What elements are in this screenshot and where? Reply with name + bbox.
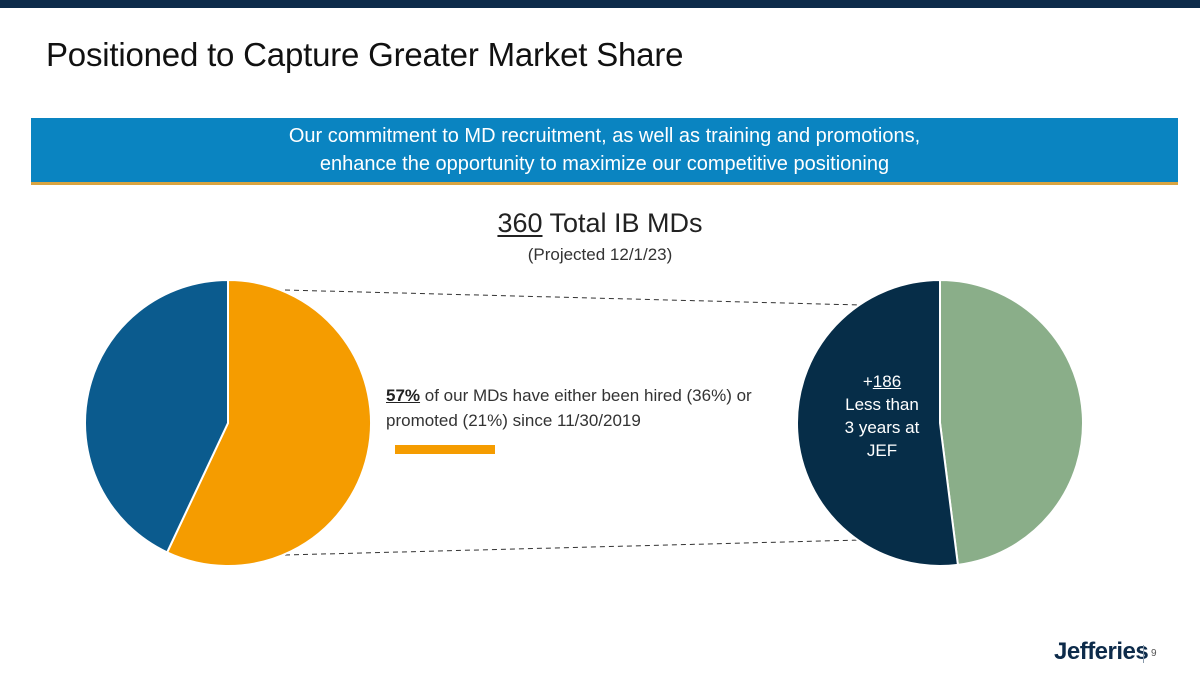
page-title: Positioned to Capture Greater Market Sha… [46, 36, 684, 73]
orange-legend-bar [395, 445, 495, 454]
pct-value: 57% [386, 386, 421, 405]
logo-separator [1143, 645, 1144, 663]
left-pie [84, 278, 372, 567]
callout-line-3: JEF [866, 441, 898, 460]
tenure-callout: +186 Less than 3 years at JEF [824, 370, 940, 462]
callout-line-2: 3 years at [844, 418, 920, 437]
callout-number-row: +186 [824, 370, 940, 393]
hired-promoted-text: 57% of our MDs have either been hired (3… [386, 383, 816, 433]
page-number: 9 [1151, 648, 1157, 659]
banner-line-1: Our commitment to MD recruitment, as wel… [288, 125, 921, 147]
hired-promoted-desc: of our MDs have either been hired (36%) … [386, 386, 752, 430]
banner: Our commitment to MD recruitment, as wel… [31, 118, 1178, 182]
total-label: Total IB MDs [542, 208, 703, 238]
left-pie-slice-1 [84, 278, 229, 554]
projected-date: (Projected 12/1/23) [527, 245, 673, 264]
callout-prefix: + [862, 372, 873, 391]
callout-number: 186 [872, 372, 902, 391]
banner-line-2: enhance the opportunity to maximize our … [319, 153, 890, 175]
total-headline: 360 Total IB MDs [0, 208, 1200, 239]
connector-bottom [284, 539, 861, 556]
right-pie [796, 278, 1084, 567]
top-bar [0, 0, 1200, 8]
jefferies-logo: Jefferies [1054, 638, 1149, 665]
connector-top [284, 289, 861, 306]
right-pie-slice-1 [796, 278, 960, 567]
right-pie-slice-0 [939, 278, 1084, 566]
total-number: 360 [497, 208, 543, 238]
left-pie-slice-0 [165, 278, 372, 567]
banner-rule [31, 182, 1178, 185]
callout-line-1: Less than [845, 395, 919, 414]
